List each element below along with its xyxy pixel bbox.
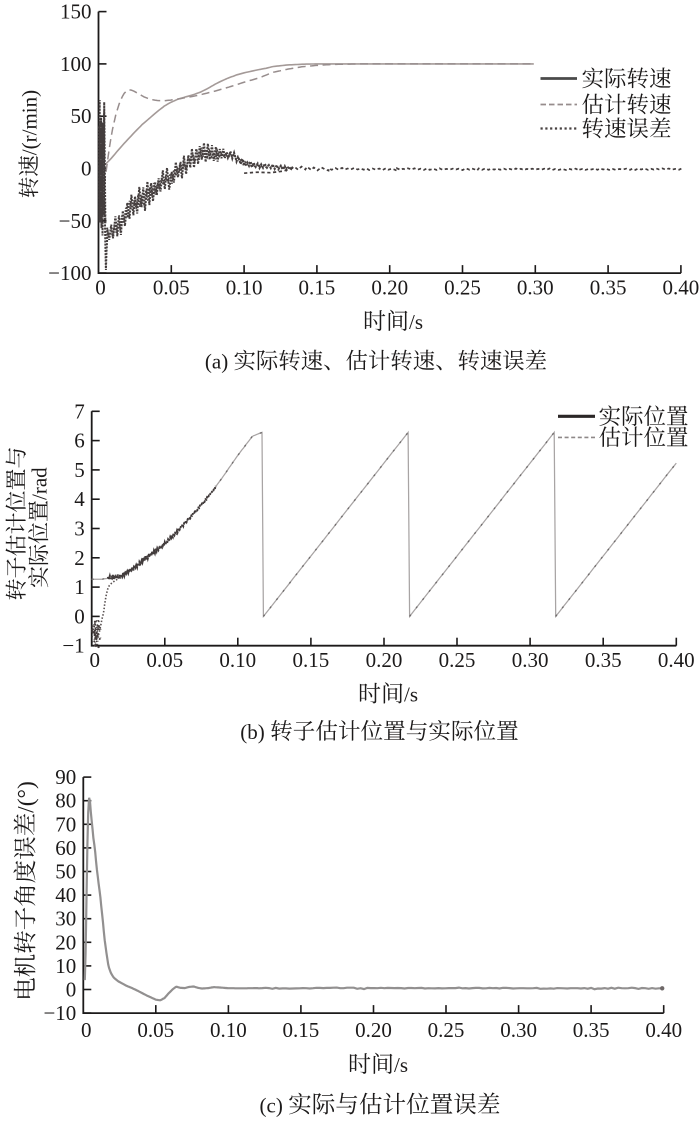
svg-text:−1: −1 <box>62 634 84 658</box>
svg-text:/(°): /(°) <box>14 781 40 813</box>
svg-text:4: 4 <box>74 487 85 511</box>
svg-text:0.05: 0.05 <box>153 276 190 300</box>
svg-text:0.35: 0.35 <box>573 1018 610 1042</box>
svg-text:0: 0 <box>74 604 85 628</box>
svg-text:0.40: 0.40 <box>645 1018 682 1042</box>
svg-text:50: 50 <box>55 860 76 884</box>
svg-text:−100: −100 <box>48 261 91 285</box>
svg-text:(a): (a) <box>205 350 228 374</box>
svg-text:50: 50 <box>71 104 92 128</box>
svg-text:70: 70 <box>55 812 76 836</box>
svg-text:−10: −10 <box>43 1001 76 1025</box>
svg-text:0.10: 0.10 <box>210 1018 247 1042</box>
svg-text:(c): (c) <box>260 1094 283 1118</box>
svg-text:0.10: 0.10 <box>219 648 256 672</box>
svg-text:7: 7 <box>74 399 85 423</box>
svg-text:80: 80 <box>55 789 76 813</box>
svg-text:0.15: 0.15 <box>299 276 336 300</box>
svg-text:0.35: 0.35 <box>590 276 627 300</box>
svg-text:90: 90 <box>55 765 76 789</box>
svg-text:100: 100 <box>60 52 92 76</box>
svg-text:/s: /s <box>394 1053 408 1077</box>
svg-text:0: 0 <box>81 157 92 181</box>
svg-text:(b): (b) <box>240 720 264 744</box>
svg-text:0: 0 <box>89 648 100 672</box>
svg-text:0.40: 0.40 <box>663 276 700 300</box>
svg-text:2: 2 <box>74 546 85 570</box>
svg-text:20: 20 <box>55 930 76 954</box>
svg-text:0.30: 0.30 <box>517 276 554 300</box>
svg-text:0.05: 0.05 <box>137 1018 174 1042</box>
svg-text:30: 30 <box>55 907 76 931</box>
svg-text:0.15: 0.15 <box>283 1018 320 1042</box>
svg-text:5: 5 <box>74 458 85 482</box>
svg-text:10: 10 <box>55 954 76 978</box>
svg-text:/(r/min): /(r/min) <box>18 90 42 155</box>
svg-text:/s: /s <box>404 683 418 707</box>
svg-text:3: 3 <box>74 517 85 541</box>
svg-text:0.25: 0.25 <box>439 648 476 672</box>
svg-text:−50: −50 <box>59 209 92 233</box>
svg-text:0.20: 0.20 <box>355 1018 392 1042</box>
svg-text:0.20: 0.20 <box>366 648 403 672</box>
svg-text:0: 0 <box>95 276 106 300</box>
svg-text:6: 6 <box>74 429 85 453</box>
svg-text:0.30: 0.30 <box>500 1018 537 1042</box>
svg-text:0.20: 0.20 <box>371 276 408 300</box>
svg-text:0.25: 0.25 <box>428 1018 465 1042</box>
svg-text:1: 1 <box>74 575 85 599</box>
svg-text:0.25: 0.25 <box>444 276 481 300</box>
svg-text:0.15: 0.15 <box>293 648 330 672</box>
svg-text:0.35: 0.35 <box>585 648 622 672</box>
svg-text:0: 0 <box>81 1018 92 1042</box>
svg-text:60: 60 <box>55 836 76 860</box>
svg-text:40: 40 <box>55 883 76 907</box>
svg-text:0.05: 0.05 <box>146 648 183 672</box>
svg-text:/rad: /rad <box>28 467 52 500</box>
svg-text:0.10: 0.10 <box>226 276 263 300</box>
svg-text:0: 0 <box>66 978 77 1002</box>
svg-text:150: 150 <box>60 0 92 24</box>
svg-text:0.30: 0.30 <box>512 648 549 672</box>
svg-text:0.40: 0.40 <box>658 648 695 672</box>
svg-text:/s: /s <box>409 310 423 334</box>
